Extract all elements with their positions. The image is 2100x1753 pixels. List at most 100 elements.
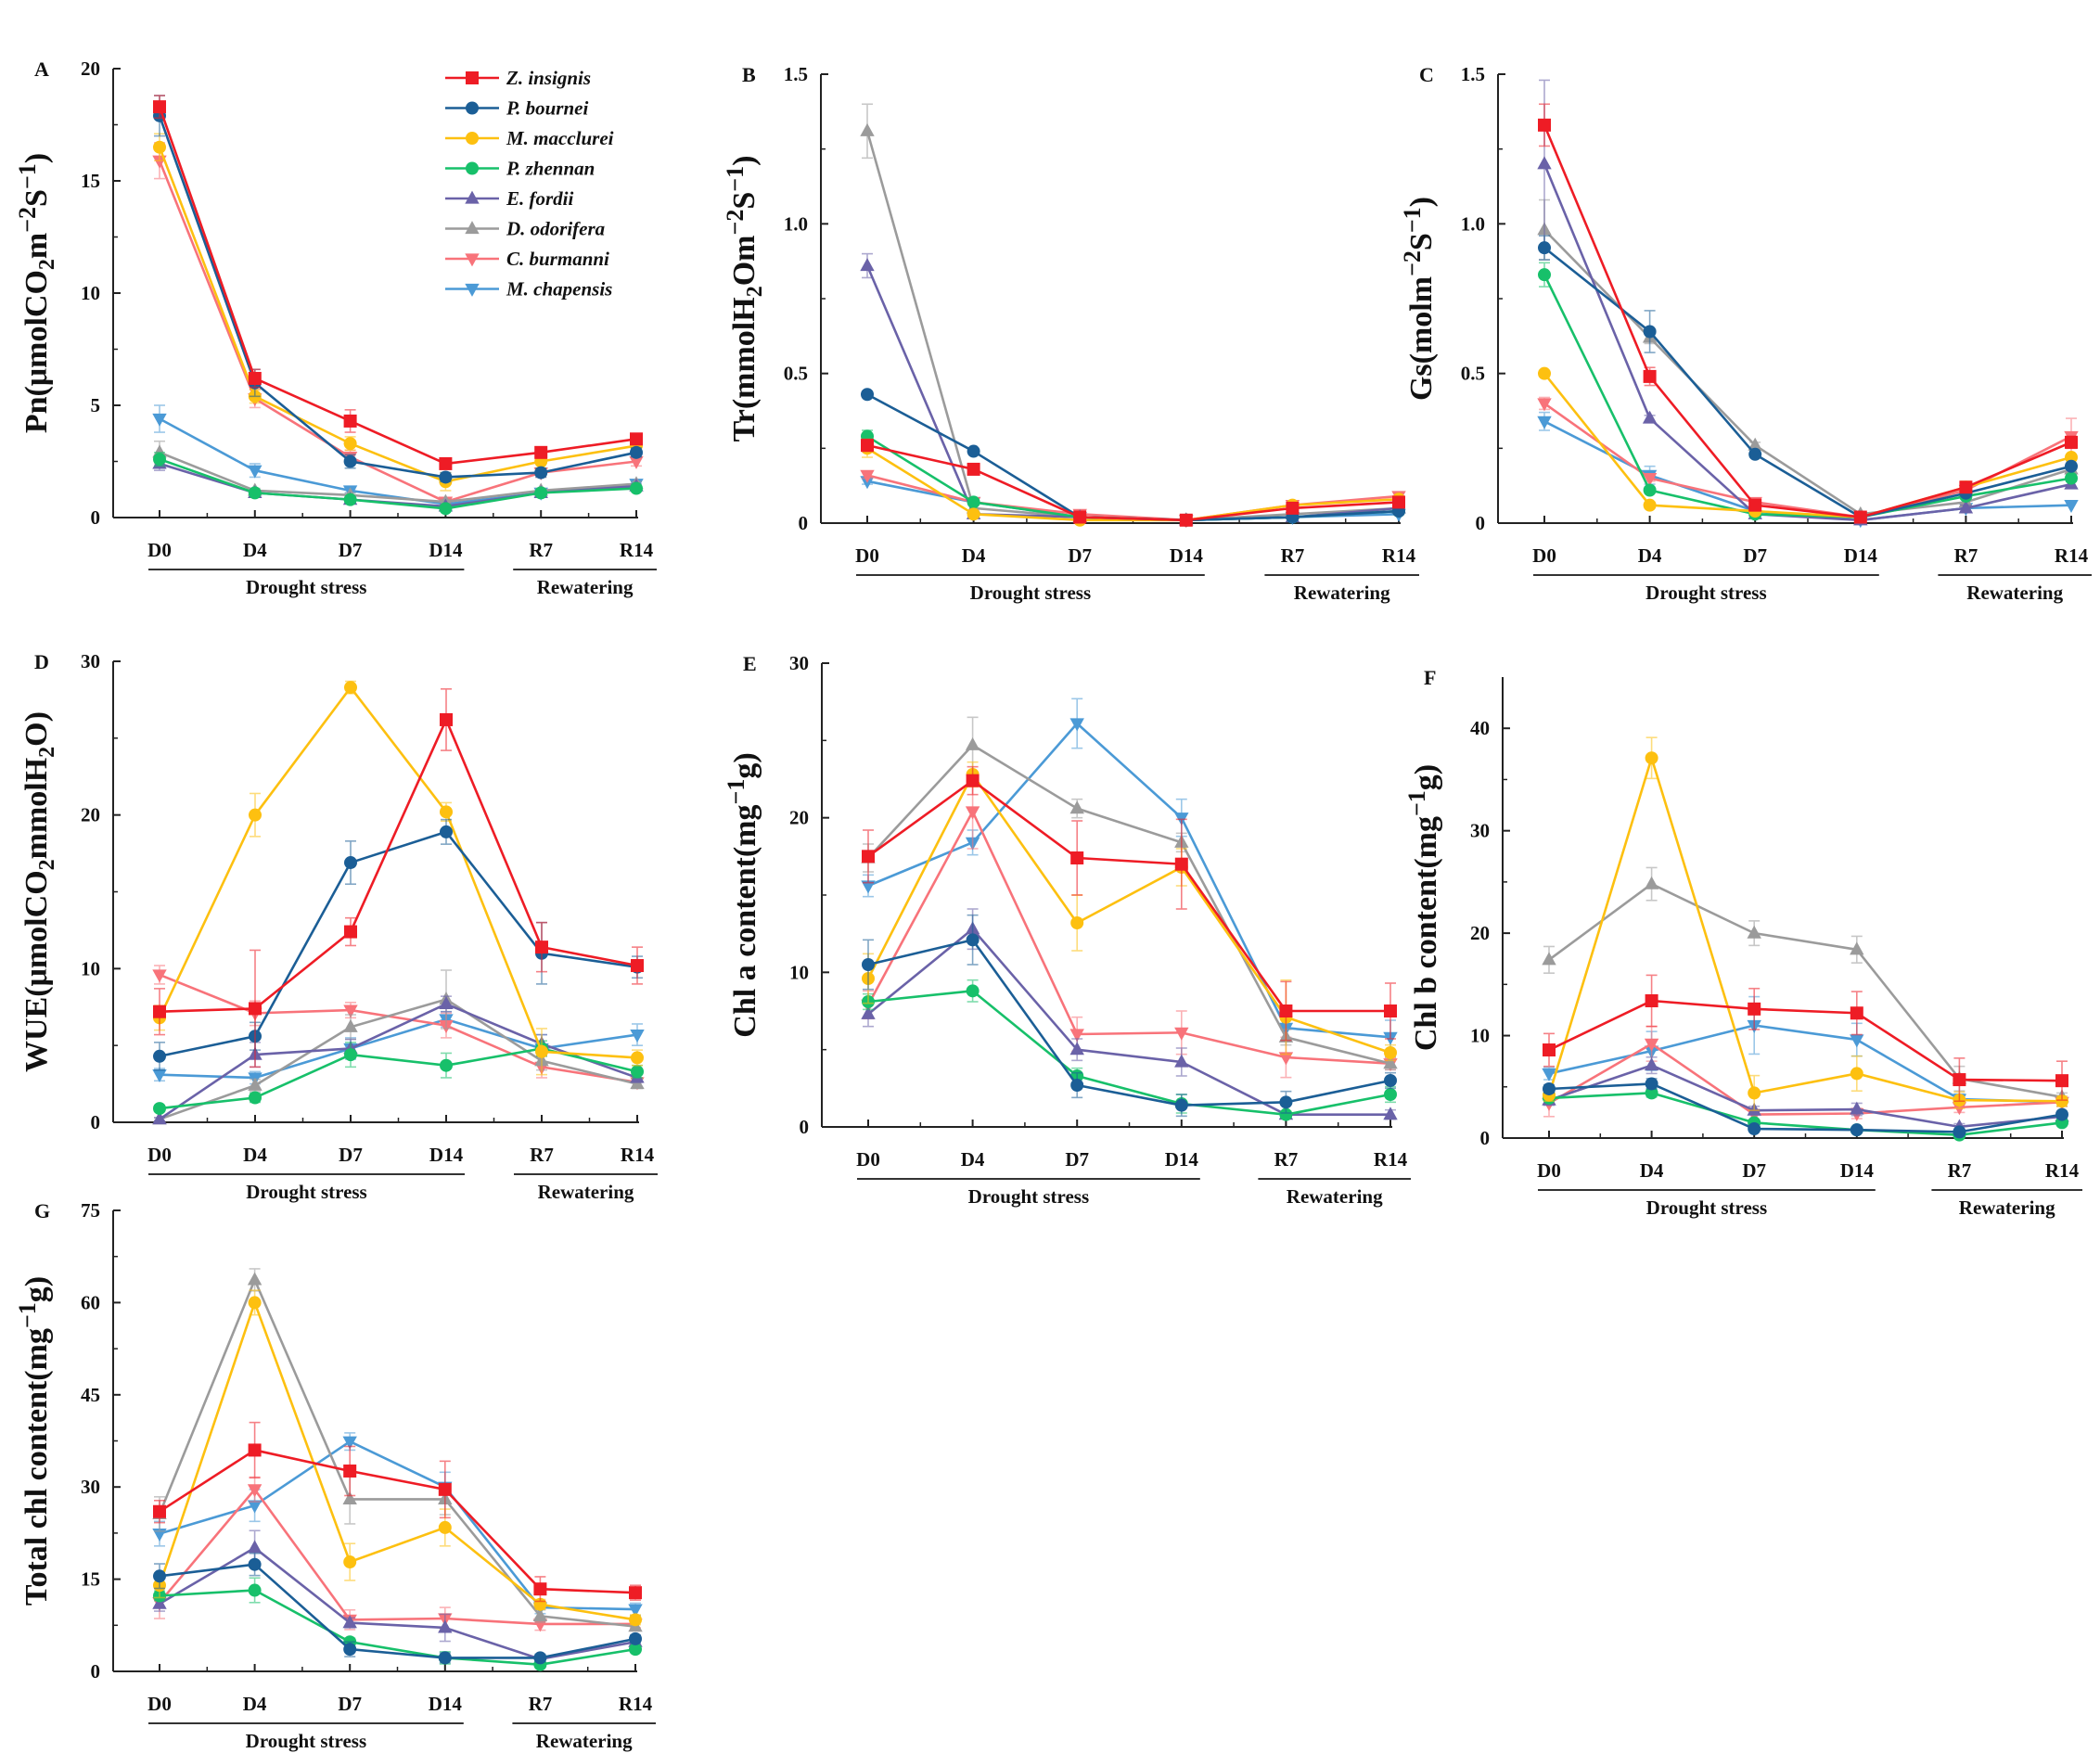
data-point bbox=[966, 984, 980, 998]
data-point bbox=[1174, 1098, 1188, 1112]
data-point bbox=[1383, 1056, 1398, 1069]
data-point bbox=[965, 736, 980, 750]
x-tick-label: R7 bbox=[1948, 1159, 1972, 1182]
data-point bbox=[342, 1615, 357, 1629]
series-m-macclurei bbox=[153, 680, 644, 1076]
data-point bbox=[153, 1004, 166, 1018]
data-point bbox=[342, 1491, 357, 1505]
x-tick-label: D0 bbox=[147, 1144, 172, 1166]
drought-group-label: Drought stress bbox=[1646, 1196, 1767, 1219]
legend-marker bbox=[465, 221, 480, 235]
data-point bbox=[343, 454, 357, 468]
data-point bbox=[248, 486, 262, 500]
data-point bbox=[439, 502, 453, 516]
data-point bbox=[1953, 1125, 1966, 1139]
series-p-zhennan bbox=[153, 452, 643, 516]
legend-label: D. odorifera bbox=[506, 218, 605, 240]
x-tick-label: D14 bbox=[429, 1693, 463, 1715]
series-line bbox=[867, 990, 1391, 1116]
data-point bbox=[534, 466, 548, 480]
data-point bbox=[1174, 857, 1188, 871]
data-point bbox=[1073, 510, 1087, 524]
series-p-bournei bbox=[1543, 1077, 2068, 1139]
series-line bbox=[158, 115, 637, 479]
data-point bbox=[1069, 800, 1084, 814]
data-point bbox=[629, 1613, 642, 1627]
series-e-fordii bbox=[152, 1529, 643, 1665]
y-tick-label: 1.0 bbox=[1461, 212, 1485, 235]
data-point bbox=[1174, 1027, 1189, 1041]
y-tick-label: 10 bbox=[81, 957, 100, 979]
data-point bbox=[629, 1631, 642, 1645]
series-line bbox=[159, 1003, 638, 1120]
data-point bbox=[1174, 1054, 1189, 1068]
data-point bbox=[534, 486, 548, 500]
series-line bbox=[158, 106, 637, 466]
data-point bbox=[249, 808, 262, 822]
data-point bbox=[2055, 1074, 2068, 1088]
x-tick-label: D7 bbox=[339, 539, 363, 561]
series-line bbox=[158, 147, 637, 483]
y-tick-label: 20 bbox=[81, 804, 100, 826]
y-tick-label: 20 bbox=[789, 807, 809, 829]
data-point bbox=[1645, 751, 1658, 765]
data-point bbox=[344, 925, 357, 939]
data-point bbox=[1279, 1095, 1293, 1109]
data-point bbox=[440, 712, 453, 726]
data-point bbox=[152, 1111, 167, 1125]
x-tick-label: D14 bbox=[429, 539, 463, 561]
y-axis-label: Chl b content(mg−1g) bbox=[1403, 764, 1443, 1051]
data-point bbox=[1392, 495, 1405, 509]
drought-group-label: Drought stress bbox=[970, 582, 1091, 604]
data-point bbox=[1286, 501, 1300, 515]
data-point bbox=[860, 122, 875, 136]
legend-item: Z. insignis bbox=[445, 67, 591, 89]
series-line bbox=[1548, 999, 2063, 1082]
data-point bbox=[1542, 952, 1556, 966]
series-line bbox=[159, 1563, 636, 1659]
legend-label: C. burmanni bbox=[506, 248, 609, 270]
data-point bbox=[1850, 1006, 1863, 1020]
x-tick-label: D7 bbox=[1743, 544, 1767, 567]
y-tick-label: 60 bbox=[81, 1291, 100, 1313]
data-point bbox=[247, 1540, 262, 1554]
data-point bbox=[1645, 1077, 1658, 1091]
rewatering-group-label: Rewatering bbox=[1966, 582, 2063, 604]
data-point bbox=[440, 825, 453, 838]
data-point bbox=[1850, 1101, 1864, 1115]
series-line bbox=[159, 998, 638, 1120]
data-point bbox=[2055, 1094, 2068, 1108]
data-point bbox=[440, 1058, 453, 1072]
y-tick-label: 75 bbox=[81, 1199, 100, 1222]
data-point bbox=[1642, 473, 1658, 486]
data-point bbox=[966, 774, 980, 787]
x-tick-label: R14 bbox=[621, 1144, 655, 1166]
series-line bbox=[159, 973, 638, 1084]
x-tick-label: R14 bbox=[2055, 544, 2089, 567]
x-tick-label: D4 bbox=[962, 544, 986, 567]
y-tick-label: 30 bbox=[789, 652, 809, 674]
data-point bbox=[153, 1102, 166, 1116]
series-z-insignis bbox=[862, 765, 1397, 1042]
data-point bbox=[1644, 876, 1659, 889]
data-point bbox=[1543, 1081, 1556, 1095]
x-tick-label: D4 bbox=[1640, 1159, 1664, 1182]
legend-item: P. zhennan bbox=[445, 158, 595, 180]
x-tick-label: D7 bbox=[338, 1693, 362, 1715]
x-tick-label: R14 bbox=[1382, 544, 1416, 567]
y-tick-label: 0 bbox=[800, 1116, 810, 1138]
panel-label: B bbox=[742, 63, 756, 86]
y-tick-label: 30 bbox=[81, 650, 100, 672]
series-c-burmanni bbox=[861, 774, 1398, 1079]
drought-group-label: Drought stress bbox=[1645, 582, 1766, 604]
series-line bbox=[1543, 274, 2072, 518]
rewatering-group-label: Rewatering bbox=[537, 576, 634, 598]
x-tick-label: D7 bbox=[1068, 544, 1092, 567]
series-line bbox=[159, 1589, 636, 1667]
data-point bbox=[861, 1005, 876, 1019]
legend-label: Z. insignis bbox=[506, 67, 591, 89]
series-line bbox=[159, 1017, 638, 1080]
data-point bbox=[628, 1604, 643, 1618]
